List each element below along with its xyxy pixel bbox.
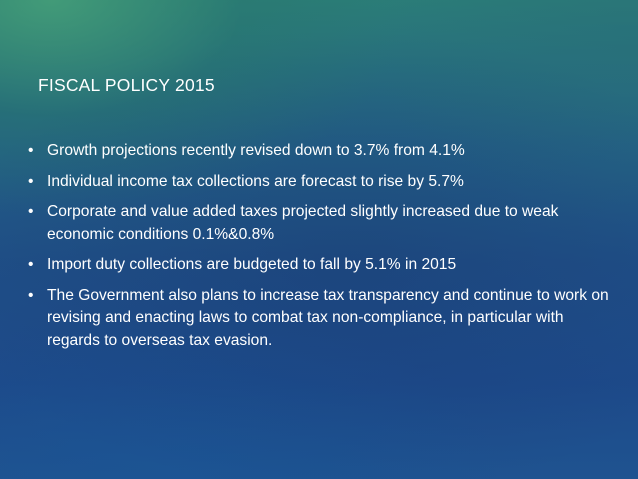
- bullet-text: Import duty collections are budgeted to …: [47, 256, 457, 273]
- bullet-item: • The Government also plans to increase …: [28, 285, 618, 353]
- bullet-list: • Growth projections recently revised do…: [28, 140, 618, 360]
- bullet-text: Growth projections recently revised down…: [47, 142, 465, 159]
- bullet-item: • Import duty collections are budgeted t…: [28, 254, 618, 277]
- bullet-item: • Corporate and value added taxes projec…: [28, 201, 618, 246]
- bullet-dot-icon: •: [28, 286, 34, 304]
- bullet-text: The Government also plans to increase ta…: [47, 286, 609, 349]
- slide-title: FISCAL POLICY 2015: [38, 75, 215, 95]
- bullet-text: Corporate and value added taxes projecte…: [47, 203, 559, 243]
- bullet-text: Individual income tax collections are fo…: [47, 172, 464, 190]
- bullet-item: • Individual income tax collections are …: [28, 171, 618, 194]
- bullet-dot-icon: •: [28, 203, 34, 220]
- bullet-dot-icon: •: [28, 172, 34, 190]
- bullet-item: • Growth projections recently revised do…: [28, 140, 618, 163]
- bullet-dot-icon: •: [28, 256, 34, 273]
- bullet-dot-icon: •: [28, 142, 34, 159]
